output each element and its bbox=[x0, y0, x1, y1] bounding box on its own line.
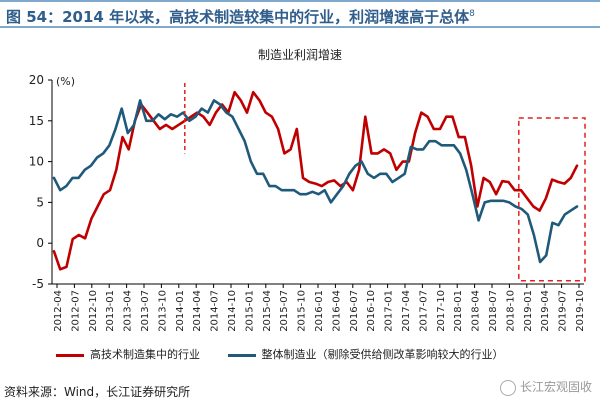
y-tick-label: 20 bbox=[29, 73, 44, 87]
x-tick-label: 2013-01 bbox=[105, 290, 116, 332]
x-tick-label: 2013-07 bbox=[140, 290, 151, 332]
x-tick-label: 2017-07 bbox=[418, 290, 429, 332]
x-tick-label: 2013-04 bbox=[123, 290, 134, 332]
x-tick-label: 2017-10 bbox=[436, 290, 447, 332]
x-tick-label: 2013-10 bbox=[157, 290, 168, 332]
x-tick-label: 2018-10 bbox=[505, 290, 516, 332]
y-tick-label: 5 bbox=[36, 195, 44, 209]
legend-swatch-overall bbox=[227, 353, 256, 357]
figure-title: 图 54：2014 年以来，高技术制造较集中的行业，利润增速高于总体8 bbox=[0, 0, 600, 28]
wechat-icon bbox=[499, 379, 516, 396]
x-tick-label: 2019-04 bbox=[540, 290, 551, 332]
x-tick-label: 2014-04 bbox=[192, 290, 203, 332]
source-note: 资料来源：Wind，长江证券研究所 bbox=[4, 385, 191, 399]
x-tick-label: 2012-07 bbox=[70, 290, 81, 332]
legend-swatch-high-tech bbox=[56, 353, 84, 357]
y-tick-label: 0 bbox=[36, 236, 44, 250]
legend-label-overall: 整体制造业（剔除受供给侧改革影响较大的行业） bbox=[261, 348, 504, 361]
chart-axes: -5 0 5 10 15 20 2012-04 2012-07 2012-10 2013-01 20… bbox=[29, 73, 586, 332]
x-tick-label: 2018-04 bbox=[471, 290, 482, 332]
x-tick-label: 2015-01 bbox=[244, 290, 255, 332]
x-tick-label: 2015-07 bbox=[279, 290, 290, 332]
x-tick-label: 2014-01 bbox=[175, 290, 186, 332]
footnote-mark: 8 bbox=[469, 9, 475, 19]
x-tick-label: 2016-01 bbox=[314, 290, 325, 332]
chart-title: 制造业利润增速 bbox=[257, 48, 342, 62]
y-axis-label: (%) bbox=[56, 75, 75, 88]
x-tick-label: 2015-10 bbox=[297, 290, 308, 332]
y-tick-label: 15 bbox=[29, 114, 44, 128]
x-tick-label: 2016-10 bbox=[366, 290, 377, 332]
watermark-text: 长江宏观固收 bbox=[519, 380, 592, 394]
x-tick-label: 2019-07 bbox=[558, 290, 569, 332]
chart-legend: 高技术制造集中的行业 整体制造业（剔除受供给侧改革影响较大的行业） bbox=[56, 346, 528, 362]
x-tick-label: 2015-04 bbox=[262, 290, 273, 332]
x-tick-label: 2018-01 bbox=[453, 290, 464, 332]
x-tick-label: 2014-07 bbox=[210, 290, 221, 332]
x-tick-label: 2012-04 bbox=[53, 290, 64, 332]
x-tick-label: 2012-10 bbox=[88, 290, 99, 332]
y-tick-label: 10 bbox=[29, 155, 44, 169]
x-tick-label: 2019-01 bbox=[523, 290, 534, 332]
legend-label-high-tech: 高技术制造集中的行业 bbox=[90, 348, 200, 361]
x-tick-label: 2019-10 bbox=[575, 290, 586, 332]
chart-series bbox=[52, 90, 579, 271]
series-line-high-tech bbox=[52, 90, 579, 271]
legend-item-high-tech: 高技术制造集中的行业 bbox=[56, 346, 200, 362]
x-tick-label: 2018-07 bbox=[488, 290, 499, 332]
legend-item-overall: 整体制造业（剔除受供给侧改革影响较大的行业） bbox=[227, 346, 504, 362]
x-tick-label: 2016-07 bbox=[349, 290, 360, 332]
x-tick-label: 2017-01 bbox=[384, 290, 395, 332]
x-tick-label: 2017-04 bbox=[401, 290, 412, 332]
watermark: 长江宏观固收 bbox=[499, 378, 592, 396]
y-tick-label: -5 bbox=[32, 277, 44, 291]
x-tick-label: 2016-04 bbox=[331, 290, 342, 332]
series-line-overall bbox=[52, 99, 579, 264]
figure-title-text: 图 54：2014 年以来，高技术制造较集中的行业，利润增速高于总体 bbox=[6, 8, 470, 26]
line-chart: -5 0 5 10 15 20 2012-04 2012-07 2012-10 2013-01 20… bbox=[29, 73, 586, 332]
x-tick-label: 2014-10 bbox=[227, 290, 238, 332]
dashed-box-2019 bbox=[518, 117, 586, 282]
chart-annotations bbox=[184, 83, 586, 282]
